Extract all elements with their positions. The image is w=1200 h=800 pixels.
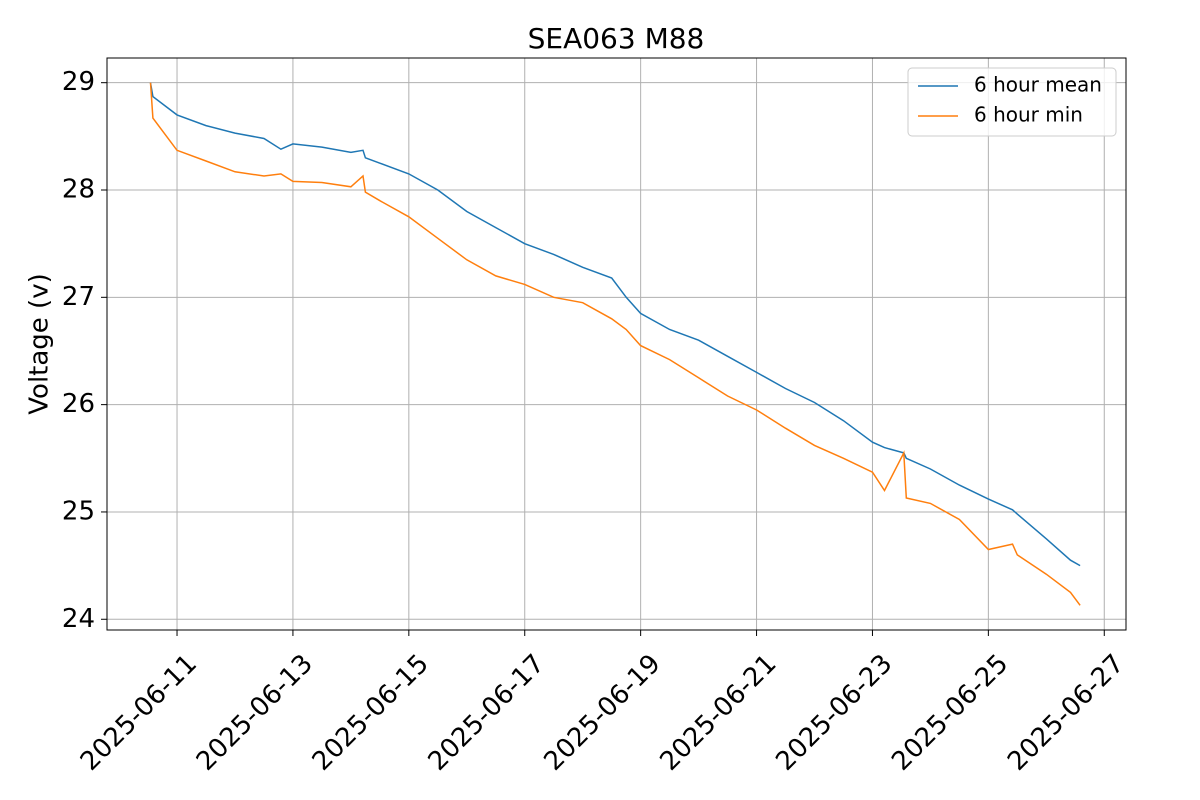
data-line bbox=[149, 82, 1081, 567]
x-tick-label: 2025-06-17 bbox=[423, 649, 551, 777]
x-tick-label: 2025-06-21 bbox=[654, 649, 782, 777]
x-tick-label: 2025-06-13 bbox=[191, 649, 319, 777]
x-tick-label: 2025-06-19 bbox=[539, 649, 667, 777]
x-tick-label: 2025-06-15 bbox=[307, 649, 435, 777]
data-line bbox=[149, 82, 1081, 606]
y-tick-label: 28 bbox=[62, 175, 95, 205]
legend-label: 6 hour mean bbox=[974, 73, 1102, 97]
x-tick-label: 2025-06-11 bbox=[75, 649, 203, 777]
y-tick-label: 24 bbox=[62, 604, 95, 634]
y-tick-label: 27 bbox=[62, 282, 95, 312]
x-tick-label: 2025-06-25 bbox=[886, 649, 1014, 777]
y-axis-label: Voltage (v) bbox=[25, 273, 55, 414]
x-tick-label: 2025-06-27 bbox=[1002, 649, 1130, 777]
plot-frame bbox=[106, 57, 1127, 631]
x-tick-label: 2025-06-23 bbox=[770, 649, 898, 777]
chart-title: SEA063 M88 bbox=[528, 22, 705, 55]
legend-box bbox=[907, 67, 1117, 137]
legend-label: 6 hour min bbox=[974, 103, 1083, 127]
y-tick-label: 25 bbox=[62, 496, 95, 526]
y-tick-label: 26 bbox=[62, 389, 95, 419]
y-tick-label: 29 bbox=[62, 67, 95, 97]
